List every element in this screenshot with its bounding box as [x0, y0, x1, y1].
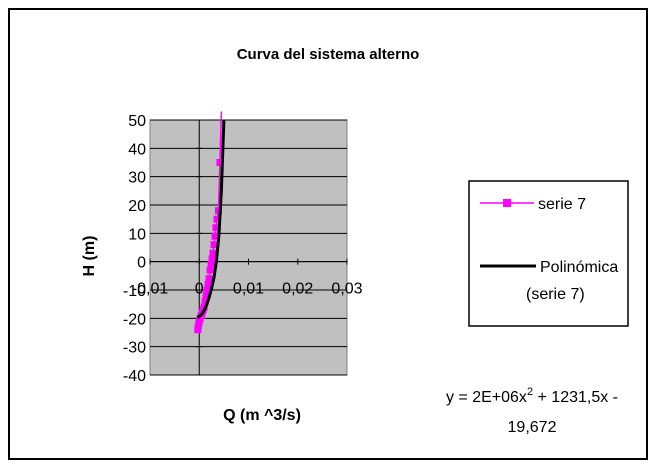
plot-area — [149, 119, 348, 376]
data-point — [207, 261, 215, 268]
data-point — [208, 255, 216, 263]
x-tick-labels: -0,01 0 0,01 0,02 0,03 — [132, 281, 363, 298]
y-tick-label: -10 — [123, 283, 146, 300]
legend-label-serie-7: serie 7 — [538, 196, 586, 213]
data-point — [204, 280, 212, 288]
equation-line-1: y = 2E+06x2 + 1231,5x - — [446, 386, 618, 406]
data-point — [203, 286, 211, 294]
data-point — [211, 232, 219, 240]
gridlines — [150, 119, 347, 376]
data-point — [214, 207, 222, 215]
data-point — [212, 224, 220, 232]
x-tick-label: -0,01 — [132, 281, 169, 298]
x-axis-label: Q (m ^3/s) — [223, 407, 301, 424]
data-point — [209, 249, 217, 257]
x-tick-label: 0,02 — [282, 281, 313, 298]
y-tick-label: -40 — [123, 368, 146, 385]
y-tick-label: 20 — [128, 198, 146, 215]
legend: serie 7 Polinómica (serie 7) — [468, 180, 629, 327]
legend-label-polinomica: Polinómica (serie 7) — [526, 259, 618, 303]
x-tick-label: 0 — [195, 281, 204, 298]
equation-line-2: 19,672 — [508, 419, 557, 436]
legend-marker-serie-7 — [503, 199, 511, 207]
data-point — [202, 292, 210, 300]
y-axis-label: H (m) — [81, 236, 98, 277]
series-layer — [194, 111, 226, 334]
y-tick-labels: -40 -30 -20 -10 0 10 20 30 40 50 — [123, 113, 146, 385]
data-point — [213, 215, 221, 223]
data-point — [206, 266, 214, 274]
x-tick-label: 0,03 — [331, 281, 362, 298]
y-tick-label: 0 — [137, 255, 146, 272]
x-tick-label: 0,01 — [233, 281, 264, 298]
trendline-polinomica — [196, 119, 226, 320]
y-tick-label: -20 — [123, 311, 146, 328]
y-tick-label: 50 — [128, 113, 146, 130]
y-tick-label: -30 — [123, 340, 146, 357]
data-point — [216, 159, 224, 166]
y-tick-label: 10 — [128, 226, 146, 243]
data-point — [201, 297, 209, 305]
legend-box — [468, 180, 629, 327]
trendline-equation: y = 2E+06x2 + 1231,5x - 19,672 — [446, 386, 618, 436]
y-tick-label: 40 — [128, 141, 146, 158]
chart-title: Curva del sistema alterno — [237, 46, 420, 63]
y-tick-label: 30 — [128, 170, 146, 187]
data-point — [205, 275, 213, 283]
data-point — [210, 241, 218, 249]
